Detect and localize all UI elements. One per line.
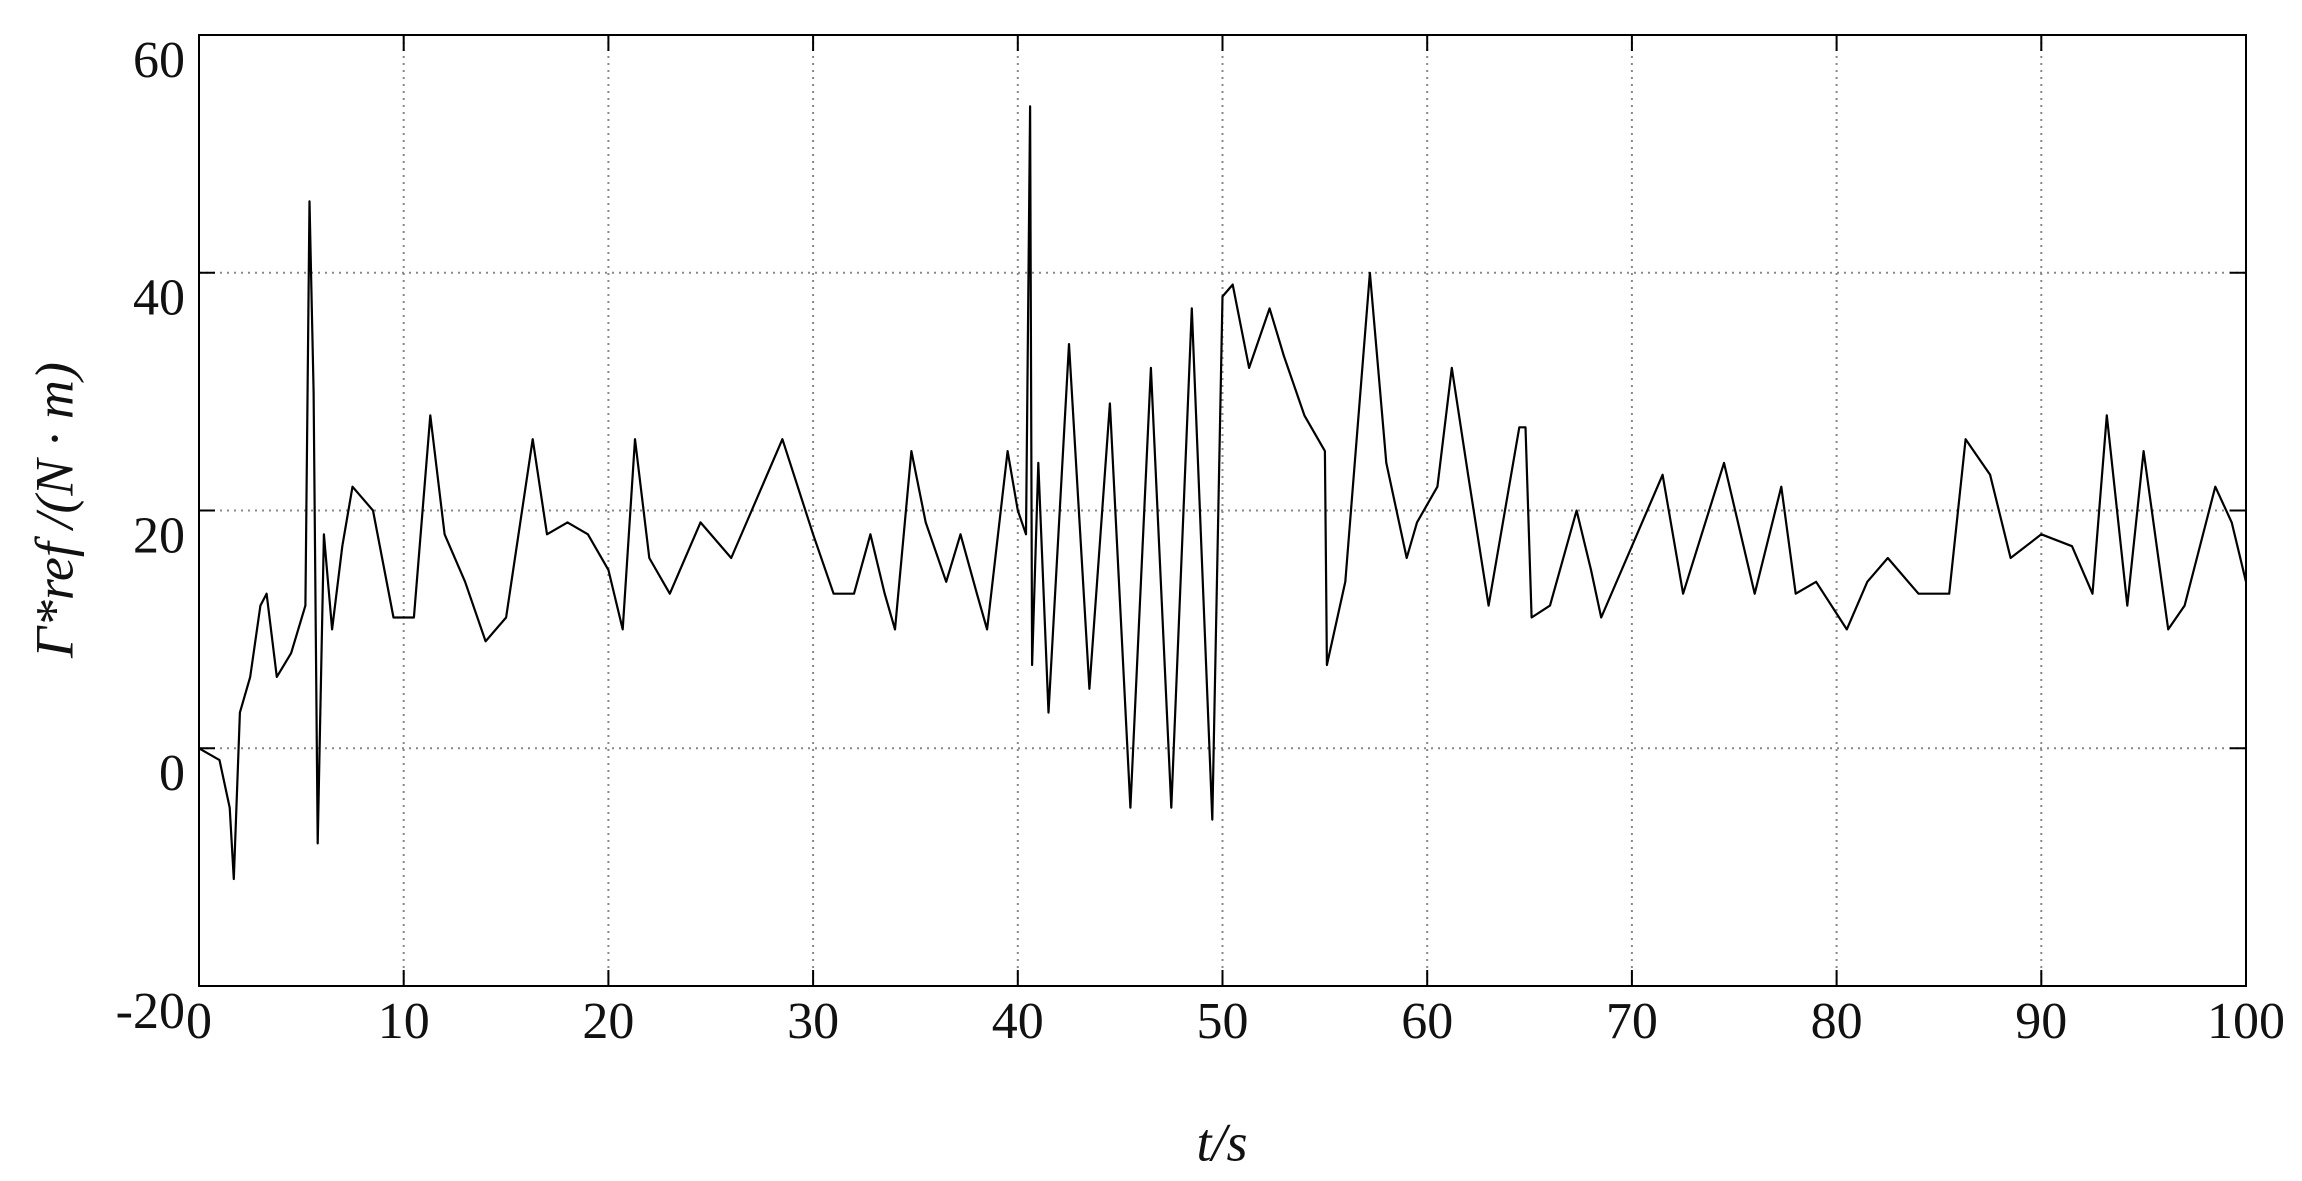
plot-frame — [198, 34, 2247, 987]
x-tick-label: 20 — [582, 993, 634, 1050]
y-tick-label: 20 — [133, 507, 185, 564]
y-tick-label: 0 — [159, 745, 185, 802]
y-tick-label: -20 — [116, 983, 185, 1040]
x-tick-label: 0 — [186, 993, 212, 1050]
x-tick-label: 70 — [1606, 993, 1658, 1050]
x-tick-label: 100 — [2207, 993, 2285, 1050]
x-tick-label: 60 — [1401, 993, 1453, 1050]
x-tick-label: 40 — [992, 993, 1044, 1050]
x-tick-label: 50 — [1197, 993, 1249, 1050]
x-tick-label: 10 — [378, 993, 430, 1050]
y-axis-label: Γ*ref /(N · m) — [24, 362, 84, 659]
x-tick-label: 80 — [1811, 993, 1863, 1050]
x-tick-label: 90 — [2015, 993, 2067, 1050]
x-axis-label: t/s — [1196, 1112, 1247, 1172]
x-tick-label: 30 — [787, 993, 839, 1050]
y-tick-label: 60 — [133, 32, 185, 89]
y-tick-label: 40 — [133, 270, 185, 327]
data-line — [198, 105, 2248, 881]
